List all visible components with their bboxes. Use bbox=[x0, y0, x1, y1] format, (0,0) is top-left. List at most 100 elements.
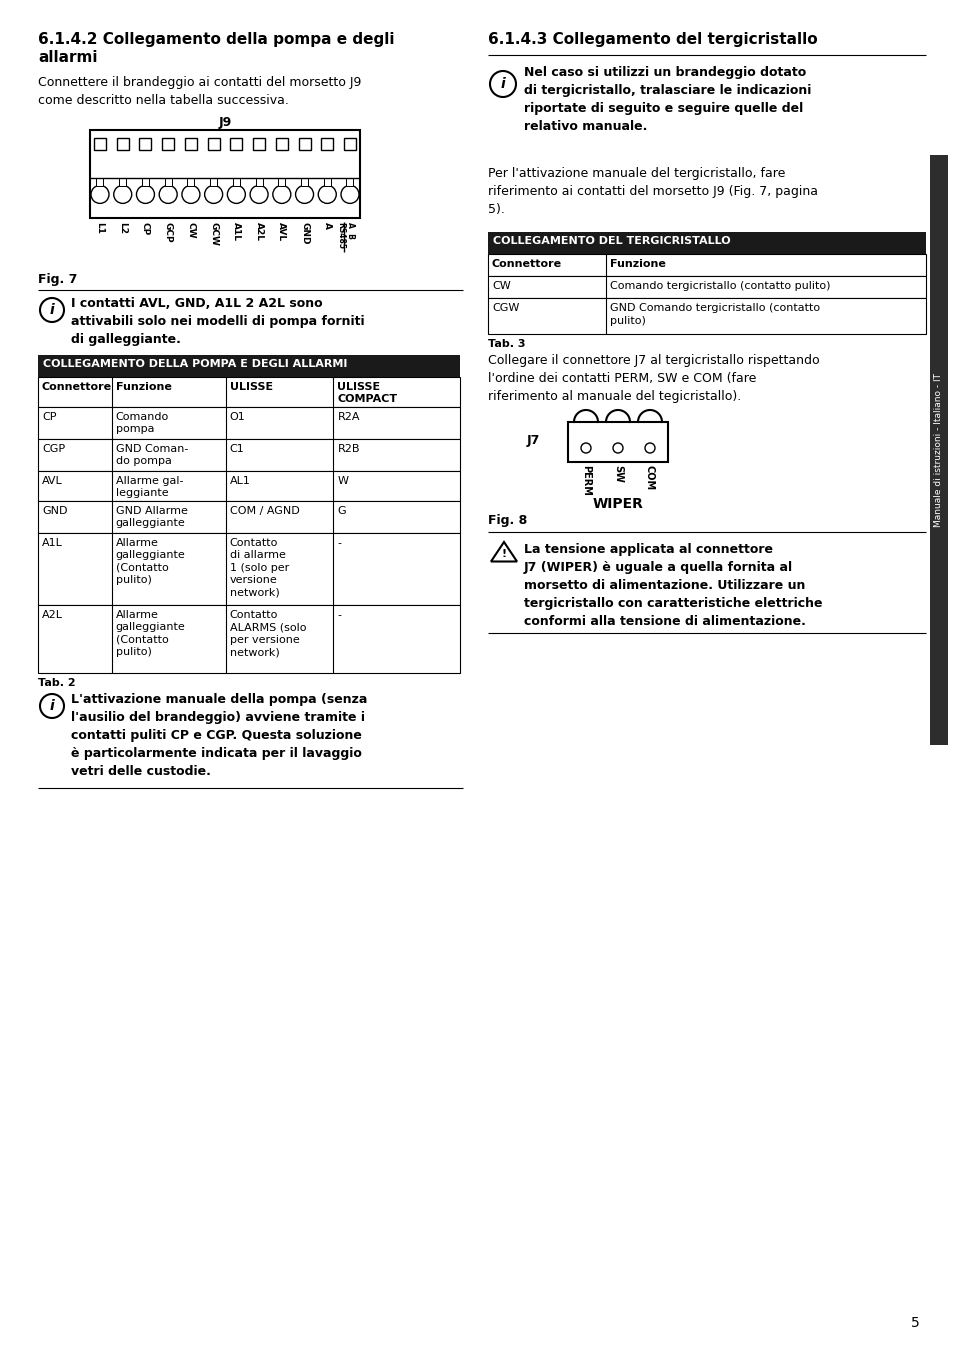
Circle shape bbox=[40, 695, 64, 718]
Bar bbox=[488, 276, 925, 298]
Bar bbox=[210, 179, 217, 187]
Text: CGP: CGP bbox=[42, 444, 65, 454]
Text: GND: GND bbox=[42, 506, 68, 516]
Text: Funzione: Funzione bbox=[115, 382, 172, 393]
Text: Collegare il connettore J7 al tergicristallo rispettando
l'ordine dei contatti P: Collegare il connettore J7 al tergicrist… bbox=[488, 353, 819, 403]
Bar bbox=[38, 355, 459, 376]
Text: CW: CW bbox=[492, 282, 510, 291]
Text: SW: SW bbox=[613, 464, 622, 483]
Text: Tab. 2: Tab. 2 bbox=[38, 678, 75, 688]
Text: i: i bbox=[50, 699, 54, 714]
Bar bbox=[94, 138, 106, 150]
Text: Tab. 3: Tab. 3 bbox=[488, 338, 525, 349]
Text: PERM: PERM bbox=[580, 464, 590, 496]
Bar bbox=[185, 138, 196, 150]
Text: A  B
RS485: A B RS485 bbox=[335, 222, 355, 249]
Text: CW: CW bbox=[186, 222, 195, 238]
Bar bbox=[142, 179, 149, 187]
Text: A2L: A2L bbox=[254, 222, 263, 241]
Text: Funzione: Funzione bbox=[610, 259, 665, 269]
Bar bbox=[298, 138, 311, 150]
Text: 6.1.4.2 Collegamento della pompa e degli: 6.1.4.2 Collegamento della pompa e degli bbox=[38, 32, 395, 47]
Bar bbox=[165, 179, 172, 187]
Circle shape bbox=[644, 443, 655, 454]
Bar bbox=[38, 439, 459, 471]
Text: C1: C1 bbox=[230, 444, 244, 454]
Bar bbox=[253, 138, 265, 150]
Text: AVL: AVL bbox=[42, 477, 63, 486]
Bar bbox=[38, 376, 459, 408]
Text: !: ! bbox=[501, 548, 506, 559]
Bar bbox=[929, 154, 947, 745]
Text: CP: CP bbox=[141, 222, 150, 236]
Bar bbox=[38, 471, 459, 501]
Text: 5: 5 bbox=[910, 1316, 919, 1330]
Circle shape bbox=[40, 298, 64, 322]
Text: -: - bbox=[337, 611, 341, 620]
Text: CGW: CGW bbox=[492, 303, 518, 313]
Polygon shape bbox=[491, 542, 517, 562]
Text: WIPER: WIPER bbox=[592, 497, 642, 510]
Text: I contatti AVL, GND, A1L 2 A2L sono
attivabili solo nei modelli di pompa forniti: I contatti AVL, GND, A1L 2 A2L sono atti… bbox=[71, 297, 364, 347]
Text: A1L: A1L bbox=[42, 538, 63, 548]
Bar bbox=[38, 533, 459, 605]
Bar bbox=[488, 298, 925, 334]
Circle shape bbox=[580, 443, 590, 454]
Text: L1: L1 bbox=[95, 222, 105, 234]
Bar bbox=[187, 179, 194, 187]
Circle shape bbox=[340, 185, 358, 203]
Text: Fig. 7: Fig. 7 bbox=[38, 274, 77, 286]
Circle shape bbox=[318, 185, 335, 203]
Text: GCP: GCP bbox=[164, 222, 172, 242]
Text: J9: J9 bbox=[218, 116, 232, 129]
Circle shape bbox=[295, 185, 314, 203]
Text: GND Allarme
galleggiante: GND Allarme galleggiante bbox=[115, 506, 188, 528]
Text: CP: CP bbox=[42, 412, 56, 422]
Circle shape bbox=[490, 70, 516, 97]
Text: COM: COM bbox=[644, 464, 655, 490]
Bar bbox=[488, 232, 925, 255]
Text: La tensione applicata al connettore
J7 (WIPER) è uguale a quella fornita al
mors: La tensione applicata al connettore J7 (… bbox=[523, 543, 821, 628]
Text: Per l'attivazione manuale del tergicristallo, fare
riferimento ai contatti del m: Per l'attivazione manuale del tergicrist… bbox=[488, 167, 817, 217]
Text: Nel caso si utilizzi un brandeggio dotato
di tergicristallo, tralasciare le indi: Nel caso si utilizzi un brandeggio dotat… bbox=[523, 66, 810, 133]
Text: Contatto
ALARMS (solo
per versione
network): Contatto ALARMS (solo per versione netwo… bbox=[230, 611, 306, 657]
Text: R2B: R2B bbox=[337, 444, 359, 454]
Bar bbox=[230, 138, 242, 150]
Circle shape bbox=[182, 185, 200, 203]
Circle shape bbox=[159, 185, 177, 203]
Circle shape bbox=[113, 185, 132, 203]
Text: J7: J7 bbox=[526, 435, 539, 447]
Text: W: W bbox=[337, 477, 348, 486]
Bar bbox=[116, 138, 129, 150]
Text: Contatto
di allarme
1 (solo per
versione
network): Contatto di allarme 1 (solo per versione… bbox=[230, 538, 289, 597]
Text: R2A: R2A bbox=[337, 412, 359, 422]
Bar bbox=[321, 138, 333, 150]
Bar bbox=[488, 255, 925, 276]
Text: Allarme gal-
leggiante: Allarme gal- leggiante bbox=[115, 477, 183, 498]
Text: Allarme
galleggiante
(Contatto
pulito): Allarme galleggiante (Contatto pulito) bbox=[115, 538, 186, 585]
Bar bbox=[96, 179, 103, 187]
Text: Comando tergicristallo (contatto pulito): Comando tergicristallo (contatto pulito) bbox=[610, 282, 830, 291]
Text: G: G bbox=[337, 506, 346, 516]
Bar bbox=[323, 179, 331, 187]
Text: i: i bbox=[500, 77, 505, 91]
Bar bbox=[567, 422, 667, 462]
Circle shape bbox=[250, 185, 268, 203]
Bar bbox=[119, 179, 126, 187]
Circle shape bbox=[613, 443, 622, 454]
Text: -: - bbox=[337, 538, 341, 548]
Bar bbox=[38, 501, 459, 533]
Bar bbox=[346, 179, 354, 187]
Text: COM / AGND: COM / AGND bbox=[230, 506, 299, 516]
Text: Fig. 8: Fig. 8 bbox=[488, 515, 527, 527]
Text: AVL: AVL bbox=[277, 222, 286, 241]
Text: L'attivazione manuale della pompa (senza
l'ausilio del brandeggio) avviene trami: L'attivazione manuale della pompa (senza… bbox=[71, 693, 367, 779]
Circle shape bbox=[273, 185, 291, 203]
Text: Connettore: Connettore bbox=[42, 382, 112, 393]
Bar bbox=[301, 179, 308, 187]
Text: COLLEGAMENTO DEL TERGICRISTALLO: COLLEGAMENTO DEL TERGICRISTALLO bbox=[493, 236, 730, 246]
Circle shape bbox=[205, 185, 222, 203]
Bar bbox=[208, 138, 219, 150]
Text: Connettere il brandeggio ai contatti del morsetto J9
come descritto nella tabell: Connettere il brandeggio ai contatti del… bbox=[38, 76, 361, 107]
Text: ULISSE
COMPACT: ULISSE COMPACT bbox=[337, 382, 397, 405]
